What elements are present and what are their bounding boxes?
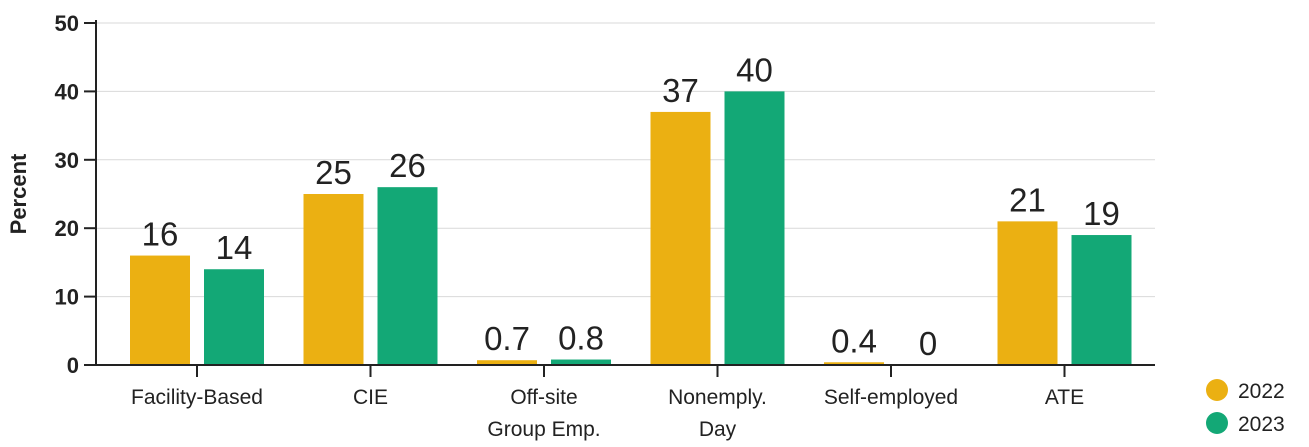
data-label: 40 bbox=[736, 51, 773, 88]
x-tick-label: Facility-Based bbox=[131, 386, 263, 409]
data-label: 0.7 bbox=[484, 320, 530, 357]
x-tick-label: Nonemply. bbox=[668, 386, 767, 409]
data-label: 14 bbox=[216, 229, 253, 266]
bar-2022-0 bbox=[130, 255, 190, 365]
x-tick-label: ATE bbox=[1045, 386, 1084, 409]
data-label: 0 bbox=[919, 325, 937, 362]
data-label: 0.8 bbox=[558, 320, 604, 357]
data-label: 16 bbox=[142, 216, 179, 253]
bar-2022-1 bbox=[303, 194, 364, 365]
bar-2023-2 bbox=[551, 359, 611, 365]
x-tick-label: Group Emp. bbox=[487, 418, 600, 441]
x-tick-label: Self-employed bbox=[824, 386, 958, 409]
bar-2022-4 bbox=[824, 362, 884, 365]
y-tick-label: 30 bbox=[55, 148, 79, 173]
data-label: 21 bbox=[1009, 181, 1046, 218]
bar-2023-0 bbox=[204, 269, 264, 365]
bar-2022-5 bbox=[997, 221, 1058, 365]
legend-swatch-2023 bbox=[1206, 412, 1228, 434]
data-label: 37 bbox=[662, 72, 699, 109]
y-axis-label: Percent bbox=[6, 153, 31, 234]
x-tick-label: CIE bbox=[353, 386, 388, 409]
y-tick-label: 20 bbox=[55, 216, 79, 241]
y-tick-label: 0 bbox=[67, 353, 79, 378]
bar-2022-3 bbox=[650, 111, 711, 365]
bar-2023-1 bbox=[377, 187, 438, 365]
data-label: 0.4 bbox=[831, 322, 877, 359]
data-label: 25 bbox=[315, 154, 352, 191]
y-tick-label: 10 bbox=[55, 285, 79, 310]
data-label: 26 bbox=[389, 147, 426, 184]
bar-2023-3 bbox=[724, 91, 785, 366]
bar-2023-5 bbox=[1071, 235, 1132, 365]
legend-label: 2022 bbox=[1238, 380, 1285, 403]
data-label: 19 bbox=[1083, 195, 1120, 232]
x-tick-label: Day bbox=[699, 418, 737, 441]
y-tick-label: 40 bbox=[55, 79, 79, 104]
legend-swatch-2022 bbox=[1206, 379, 1228, 401]
bar-2022-2 bbox=[477, 360, 537, 365]
x-tick-label: Off-site bbox=[510, 386, 577, 409]
y-tick-label: 50 bbox=[55, 11, 79, 36]
legend-label: 2023 bbox=[1238, 413, 1285, 436]
